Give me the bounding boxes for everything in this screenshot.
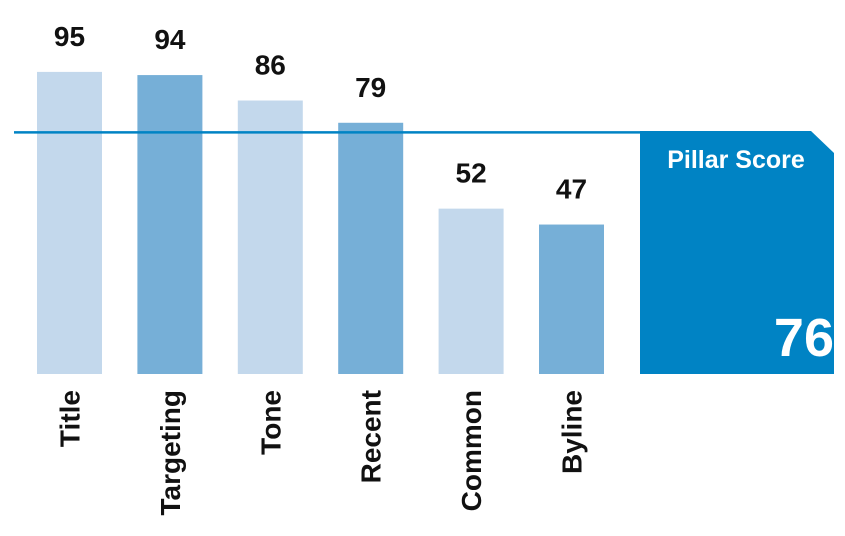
bar-targeting <box>137 75 203 374</box>
bar-value-label: 47 <box>556 174 587 205</box>
value-labels-group: 95 94 86 79 52 47 <box>54 21 587 205</box>
pillar-score-box: Pillar Score 76 <box>640 131 834 374</box>
bar-recent <box>338 122 404 374</box>
category-label: Recent <box>356 390 387 483</box>
pillar-score-title: Pillar Score <box>667 146 805 174</box>
category-label: Common <box>456 390 487 511</box>
bar-tone <box>237 100 303 375</box>
pillar-score-badge <box>640 131 834 374</box>
category-label: Byline <box>557 390 588 474</box>
category-label: Targeting <box>155 390 186 515</box>
category-label: Title <box>55 390 86 447</box>
bar-value-label: 95 <box>54 21 85 52</box>
bar-value-label: 79 <box>355 72 386 103</box>
category-label: Tone <box>255 390 286 455</box>
bars-group <box>37 71 604 375</box>
bar-byline <box>539 224 604 374</box>
bar-title <box>37 71 102 375</box>
pillar-score-value: 76 <box>774 308 834 368</box>
category-labels-group: Title Targeting Tone Recent Common Byline <box>55 390 588 515</box>
bar-common <box>438 208 504 374</box>
bar-value-label: 86 <box>255 50 286 81</box>
bar-value-label: 52 <box>456 158 487 189</box>
bar-value-label: 94 <box>154 24 186 55</box>
